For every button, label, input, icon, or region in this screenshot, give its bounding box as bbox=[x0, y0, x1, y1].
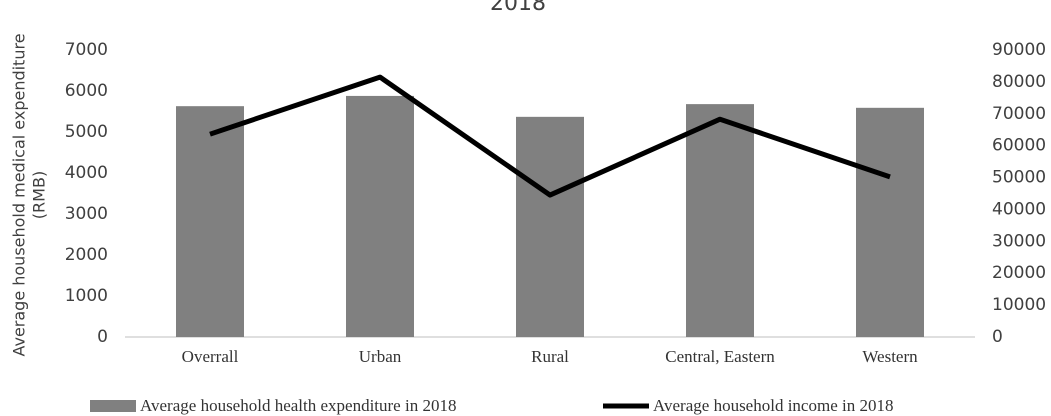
bar bbox=[856, 107, 924, 337]
y2-tick-label: 80000 bbox=[992, 72, 1046, 92]
y2-tick-label: 0 bbox=[992, 327, 1003, 347]
y-tick-label: 2000 bbox=[65, 245, 108, 265]
x-tick-label: Overrall bbox=[182, 347, 239, 366]
y-tick-label: 5000 bbox=[65, 122, 108, 142]
y-axis-label-line: Average household medical expenditure bbox=[10, 33, 29, 356]
y2-tick-label: 10000 bbox=[992, 295, 1046, 315]
y2-tick-label: 60000 bbox=[992, 136, 1046, 156]
y-tick-label: 1000 bbox=[65, 286, 108, 306]
y-tick-label: 0 bbox=[97, 327, 108, 347]
bar bbox=[346, 95, 414, 337]
y-tick-label: 6000 bbox=[65, 81, 108, 101]
y2-tick-label: 50000 bbox=[992, 168, 1046, 188]
x-tick-label: Urban bbox=[359, 347, 402, 366]
y-tick-label: 4000 bbox=[65, 163, 108, 183]
bar bbox=[176, 106, 244, 337]
y2-tick-label: 20000 bbox=[992, 263, 1046, 283]
legend-label: Average household health expenditure in … bbox=[140, 396, 456, 415]
chart-title: 2018 bbox=[490, 0, 546, 16]
bar bbox=[686, 104, 754, 338]
y-axis-label-line: (RMB) bbox=[30, 171, 49, 219]
y-axis-label: Average household medical expenditure (R… bbox=[10, 33, 49, 356]
x-tick-label: Western bbox=[862, 347, 918, 366]
x-tick-label: Central, Eastern bbox=[665, 347, 775, 366]
line-series bbox=[209, 74, 891, 198]
y-tick-label: 3000 bbox=[65, 204, 108, 224]
x-tick-label: Rural bbox=[531, 347, 569, 366]
y-tick-label: 7000 bbox=[65, 40, 108, 60]
y2-tick-label: 30000 bbox=[992, 231, 1046, 251]
y2-tick-label: 90000 bbox=[992, 40, 1046, 60]
y2-tick-label: 70000 bbox=[992, 104, 1046, 124]
bar bbox=[516, 116, 584, 337]
y2-tick-label: 40000 bbox=[992, 199, 1046, 219]
legend-swatch bbox=[90, 400, 136, 412]
legend-label: Average household income in 2018 bbox=[653, 396, 893, 415]
